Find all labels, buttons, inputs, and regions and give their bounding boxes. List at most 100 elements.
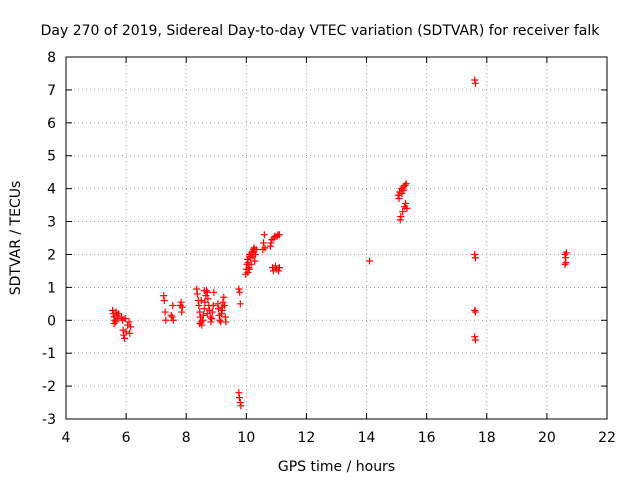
y-axis-label: SDTVAR / TECUs [8,181,24,296]
data-point [124,321,132,329]
data-point [395,195,403,203]
x-tick-label: 16 [418,430,436,446]
data-point [471,250,479,258]
data-point [274,267,282,275]
data-point [109,306,117,314]
data-point [110,320,118,328]
data-point [251,250,259,258]
y-tick-label: 6 [47,116,56,132]
y-tick-label: 8 [47,50,56,66]
data-point [161,308,169,316]
data-point [396,216,404,224]
data-point [401,181,409,189]
data-point [402,180,410,188]
data-point [199,316,207,324]
grid-lines [66,57,607,419]
data-point [220,293,228,301]
data-point [208,315,216,323]
data-point [561,260,569,268]
data-point [197,318,205,326]
data-point [110,313,118,321]
data-point [162,316,170,324]
data-point [111,316,119,324]
data-point [196,320,204,328]
data-point [244,259,252,267]
x-tick-label: 18 [478,430,496,446]
y-tick-label: 4 [47,182,56,198]
data-point [193,290,201,298]
data-point [394,191,402,199]
data-point [160,292,168,300]
data-point [217,310,225,318]
data-point [204,295,212,303]
data-point [471,336,479,344]
y-tick-label: 7 [47,83,56,99]
data-point [193,285,201,293]
data-point [245,265,253,273]
data-point [121,334,129,342]
data-point [251,257,259,265]
data-point [402,199,410,207]
x-tick-label: 22 [598,430,616,446]
x-tick-label: 6 [122,430,131,446]
data-point [221,313,229,321]
data-point [235,394,243,402]
y-tick-label: -1 [42,346,56,362]
data-point [219,298,227,306]
x-tick-label: 10 [237,430,255,446]
data-point [195,301,203,309]
data-point [208,308,216,316]
data-point [471,76,479,84]
y-tick-label: 5 [47,149,56,165]
y-tick-label: -3 [42,412,56,428]
data-point [200,305,208,313]
data-point [214,300,222,308]
data-point [121,315,129,323]
data-point [178,308,186,316]
x-tick-label: 20 [538,430,556,446]
data-point [127,323,135,331]
data-point [160,297,168,305]
data-point [218,306,226,314]
y-tick-label: -2 [42,379,56,395]
data-point [235,285,243,293]
x-axis-label: GPS time / hours [278,459,395,475]
data-point [244,269,252,277]
data-point [220,301,228,309]
data-point [114,315,122,323]
y-tick-label: 3 [47,215,56,231]
data-point [252,246,260,254]
x-tick-label: 8 [182,430,191,446]
data-point [261,244,269,252]
data-point [200,287,208,295]
data-point [403,204,411,212]
data-point [119,326,127,334]
data-point [259,239,267,247]
data-point [222,318,230,326]
x-tick-label: 12 [298,430,316,446]
data-point [247,260,255,268]
data-point [237,402,245,410]
data-point [214,305,222,313]
data-point [267,239,275,247]
data-point [201,298,209,306]
data-point [115,310,123,318]
data-point [561,250,569,258]
data-point [118,313,126,321]
data-points [109,76,570,410]
data-point [562,259,570,267]
data-point [178,303,186,311]
data-point [216,316,224,324]
data-point [236,300,244,308]
data-point [210,288,218,296]
data-point [471,333,479,341]
data-point [471,306,479,314]
data-point [122,328,130,336]
plot-frame [65,56,608,420]
data-point [235,389,243,397]
data-point [113,311,121,319]
data-point [169,301,177,309]
data-point [275,264,283,272]
